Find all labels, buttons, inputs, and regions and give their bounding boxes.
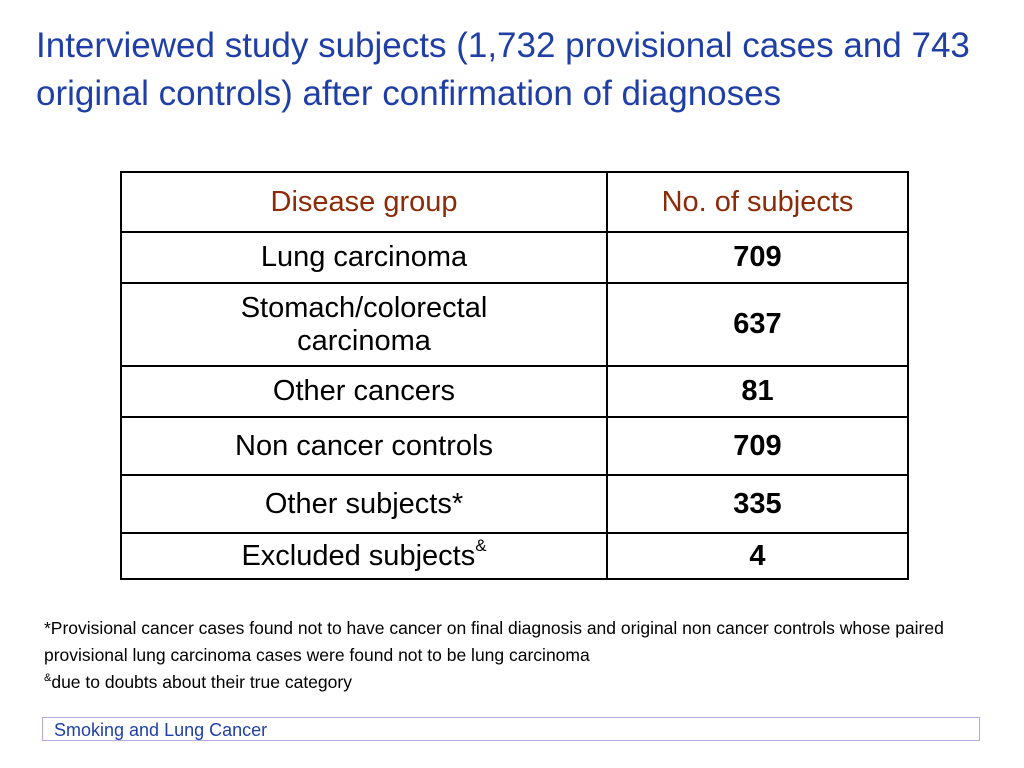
subject-count-cell: 4 (606, 532, 909, 580)
table-header-row: Disease group No. of subjects (120, 171, 909, 233)
disease-group-cell: Other subjects* (120, 474, 608, 534)
footer-text: Smoking and Lung Cancer (54, 720, 268, 740)
table-row: Other subjects* 335 (120, 474, 909, 534)
subject-count-cell: 709 (606, 231, 909, 284)
disease-group-cell: Stomach/colorectal carcinoma (120, 282, 608, 367)
ampersand-superscript: & (475, 535, 487, 555)
footnote-asterisk: *Provisional cancer cases found not to h… (44, 618, 944, 665)
footnote-ampersand-mark: & (44, 672, 52, 684)
footnote-ampersand: &due to doubts about their true category (44, 669, 1004, 696)
disease-group-cell: Non cancer controls (120, 416, 608, 476)
subject-count-cell: 81 (606, 365, 909, 418)
disease-group-cell: Excluded subjects& (120, 532, 608, 580)
excluded-label: Excluded subjects (241, 539, 476, 572)
footnote-ampersand-text: due to doubts about their true category (51, 672, 352, 692)
table-row: Other cancers 81 (120, 365, 909, 418)
subject-count-cell: 637 (606, 282, 909, 367)
subject-count-cell: 709 (606, 416, 909, 476)
footnotes: *Provisional cancer cases found not to h… (44, 615, 1004, 696)
disease-group-cell: Other cancers (120, 365, 608, 418)
footer-bar: Smoking and Lung Cancer (42, 717, 980, 741)
subject-count-cell: 335 (606, 474, 909, 534)
slide-title: Interviewed study subjects (1,732 provis… (36, 26, 970, 113)
disease-group-cell: Lung carcinoma (120, 231, 608, 284)
header-no-of-subjects: No. of subjects (606, 171, 909, 233)
table-row: Non cancer controls 709 (120, 416, 909, 476)
subjects-table: Disease group No. of subjects Lung carci… (120, 171, 909, 580)
table-row: Lung carcinoma 709 (120, 231, 909, 284)
table-row: Excluded subjects& 4 (120, 532, 909, 580)
table-row: Stomach/colorectal carcinoma 637 (120, 282, 909, 367)
header-disease-group: Disease group (120, 171, 608, 233)
